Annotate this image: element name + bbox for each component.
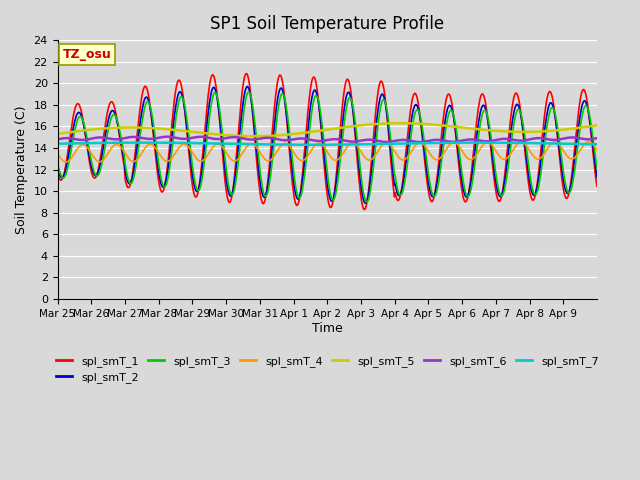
spl_smT_3 xyxy=(264,189,271,195)
spl_smT_5 xyxy=(383,120,391,126)
spl_smT_7 xyxy=(384,141,392,147)
spl_smT_5 xyxy=(264,133,271,139)
spl_smT_7 xyxy=(138,140,146,145)
spl_smT_7 xyxy=(244,141,252,147)
spl_smT_7 xyxy=(217,141,225,146)
spl_smT_4 xyxy=(414,141,422,146)
spl_smT_5 xyxy=(251,133,259,139)
spl_smT_6 xyxy=(383,139,391,145)
spl_smT_3 xyxy=(245,89,253,95)
spl_smT_4 xyxy=(62,159,70,165)
Y-axis label: Soil Temperature (C): Soil Temperature (C) xyxy=(15,105,28,234)
Line: spl_smT_6: spl_smT_6 xyxy=(58,137,597,142)
spl_smT_5 xyxy=(54,131,61,137)
spl_smT_3 xyxy=(363,199,371,205)
spl_smT_6 xyxy=(264,135,271,141)
spl_smT_1 xyxy=(54,170,61,176)
spl_smT_1 xyxy=(216,122,224,128)
Line: spl_smT_7: spl_smT_7 xyxy=(58,143,597,145)
spl_smT_7 xyxy=(307,142,315,148)
spl_smT_1 xyxy=(242,71,250,76)
Line: spl_smT_1: spl_smT_1 xyxy=(58,73,597,210)
spl_smT_2 xyxy=(593,174,601,180)
spl_smT_3 xyxy=(117,133,125,139)
spl_smT_3 xyxy=(593,166,601,172)
Line: spl_smT_2: spl_smT_2 xyxy=(58,86,597,203)
spl_smT_1 xyxy=(244,72,252,78)
Line: spl_smT_3: spl_smT_3 xyxy=(58,92,597,202)
spl_smT_1 xyxy=(384,125,392,131)
spl_smT_5 xyxy=(216,132,224,137)
spl_smT_4 xyxy=(585,139,593,144)
spl_smT_1 xyxy=(360,207,368,213)
spl_smT_4 xyxy=(383,140,391,146)
spl_smT_2 xyxy=(216,118,224,123)
spl_smT_1 xyxy=(117,143,125,148)
spl_smT_4 xyxy=(264,158,271,164)
spl_smT_6 xyxy=(117,136,125,142)
spl_smT_1 xyxy=(415,101,422,107)
spl_smT_3 xyxy=(415,108,422,113)
spl_smT_5 xyxy=(243,133,251,139)
spl_smT_2 xyxy=(54,165,61,171)
spl_smT_4 xyxy=(54,151,61,156)
spl_smT_7 xyxy=(54,141,61,146)
spl_smT_6 xyxy=(244,136,252,142)
Title: SP1 Soil Temperature Profile: SP1 Soil Temperature Profile xyxy=(210,15,444,33)
spl_smT_4 xyxy=(118,145,125,151)
spl_smT_6 xyxy=(416,139,424,145)
Line: spl_smT_5: spl_smT_5 xyxy=(58,123,597,136)
spl_smT_7 xyxy=(117,140,125,145)
spl_smT_1 xyxy=(264,179,271,184)
spl_smT_2 xyxy=(243,84,251,90)
spl_smT_6 xyxy=(163,134,171,140)
spl_smT_5 xyxy=(593,122,601,128)
spl_smT_2 xyxy=(384,121,392,127)
spl_smT_4 xyxy=(593,147,601,153)
spl_smT_2 xyxy=(244,84,252,89)
spl_smT_2 xyxy=(415,107,422,112)
Line: spl_smT_4: spl_smT_4 xyxy=(58,142,597,162)
spl_smT_5 xyxy=(117,125,125,131)
spl_smT_3 xyxy=(243,93,251,98)
Legend: spl_smT_1, spl_smT_2, spl_smT_3, spl_smT_4, spl_smT_5, spl_smT_6, spl_smT_7: spl_smT_1, spl_smT_2, spl_smT_3, spl_smT… xyxy=(51,351,604,387)
spl_smT_1 xyxy=(593,183,601,189)
spl_smT_7 xyxy=(593,142,601,147)
spl_smT_3 xyxy=(216,110,224,116)
spl_smT_2 xyxy=(117,139,125,144)
spl_smT_4 xyxy=(217,142,225,148)
Text: TZ_osu: TZ_osu xyxy=(63,48,111,61)
spl_smT_6 xyxy=(593,135,601,141)
spl_smT_3 xyxy=(54,160,61,166)
X-axis label: Time: Time xyxy=(312,322,342,335)
spl_smT_7 xyxy=(415,140,422,146)
spl_smT_4 xyxy=(244,143,252,149)
spl_smT_5 xyxy=(396,120,404,126)
spl_smT_2 xyxy=(264,182,271,188)
spl_smT_5 xyxy=(415,121,422,127)
spl_smT_6 xyxy=(54,136,61,142)
spl_smT_2 xyxy=(362,200,369,206)
spl_smT_3 xyxy=(384,114,392,120)
spl_smT_6 xyxy=(414,139,422,145)
spl_smT_7 xyxy=(264,142,271,147)
spl_smT_6 xyxy=(217,136,225,142)
